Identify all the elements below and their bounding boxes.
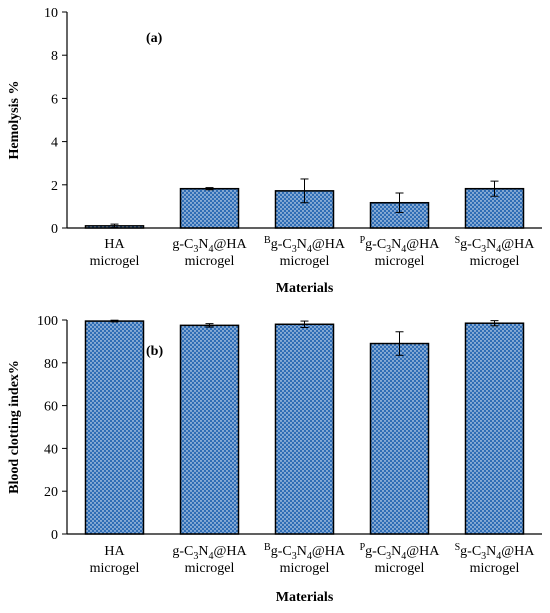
y-tick-label: 4: [51, 136, 58, 151]
x-category-label-line2: microgel: [470, 254, 520, 269]
x-category-label-line2: microgel: [280, 561, 330, 576]
x-category-label-line2: microgel: [375, 254, 425, 269]
x-category-label: Bg-C3N4@HA: [264, 542, 346, 562]
bar: [84, 320, 145, 535]
x-category-label: g-C3N4@HA: [172, 237, 247, 255]
y-tick-label: 10: [44, 6, 58, 21]
panel-label: (a): [146, 31, 163, 46]
bar: [464, 322, 525, 535]
x-category-label-line2: microgel: [280, 254, 330, 269]
x-category-label: HA: [104, 544, 125, 559]
panel-label: (b): [146, 344, 163, 359]
x-category-label: Sg-C3N4@HA: [455, 235, 536, 255]
y-tick-label: 6: [51, 92, 58, 107]
chart-panel-b: 020406080100HAmicrogelg-C3N4@HAmicrogelB…: [7, 314, 542, 605]
x-axis-title: Materials: [276, 281, 334, 296]
y-tick-label: 2: [51, 179, 58, 194]
bar: [179, 324, 240, 535]
bar: [274, 323, 335, 535]
x-category-label-line2: microgel: [375, 561, 425, 576]
x-axis-title: Materials: [276, 590, 334, 605]
x-category-label: HA: [104, 237, 125, 252]
x-category-label-line2: microgel: [185, 254, 235, 269]
bar: [369, 342, 430, 535]
x-category-label-line2: microgel: [470, 561, 520, 576]
x-category-label-line2: microgel: [185, 561, 235, 576]
x-category-label-line2: microgel: [90, 254, 140, 269]
y-tick-label: 60: [44, 400, 58, 415]
y-axis-title: Hemolysis %: [7, 81, 22, 160]
bar: [179, 187, 240, 229]
x-category-label-line2: microgel: [90, 561, 140, 576]
y-tick-label: 8: [51, 49, 58, 64]
y-tick-label: 0: [51, 528, 58, 543]
y-tick-label: 80: [44, 357, 58, 372]
y-axis-title: Blood clotting index%: [7, 360, 22, 494]
x-category-label: Pg-C3N4@HA: [360, 542, 441, 562]
x-category-label: Bg-C3N4@HA: [264, 235, 346, 255]
y-tick-label: 40: [44, 442, 58, 457]
y-tick-label: 100: [37, 314, 58, 329]
x-category-label: g-C3N4@HA: [172, 544, 247, 562]
y-tick-label: 0: [51, 222, 58, 237]
x-category-label: Sg-C3N4@HA: [455, 542, 536, 562]
chart-panel-a: 0246810HAmicrogelg-C3N4@HAmicrogelBg-C3N…: [7, 6, 542, 296]
y-tick-label: 20: [44, 485, 58, 500]
x-category-label: Pg-C3N4@HA: [360, 235, 441, 255]
